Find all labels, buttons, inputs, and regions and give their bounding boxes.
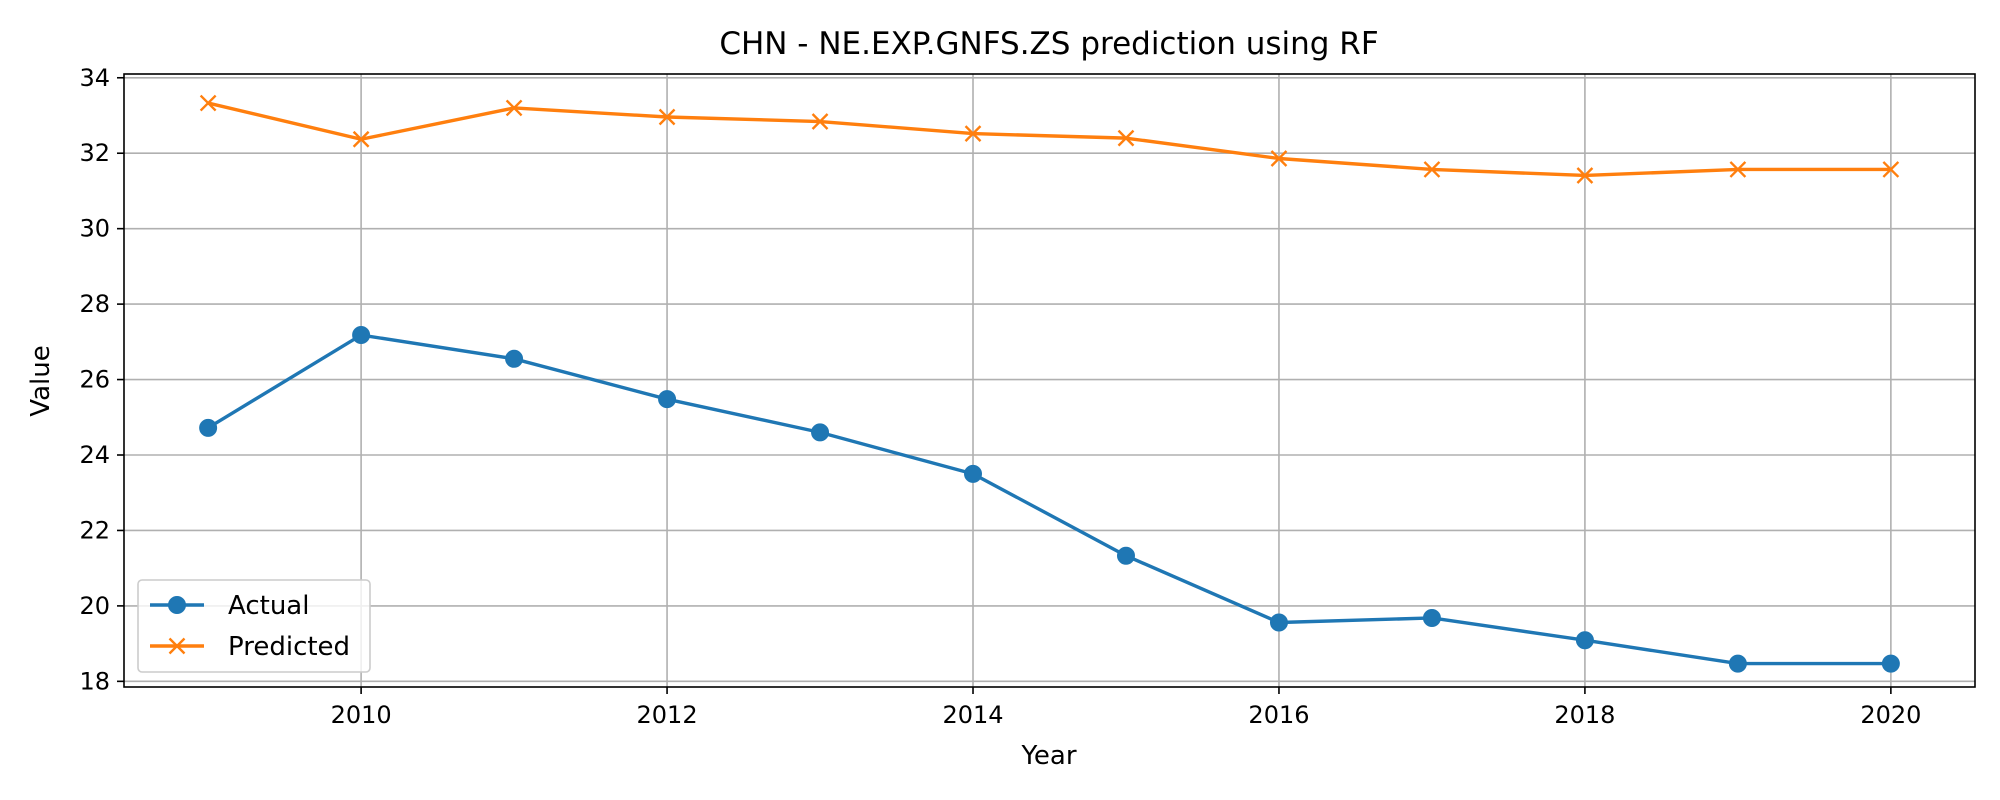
x-tick-label: 2016 [1248, 701, 1309, 729]
legend: Actual Predicted [137, 579, 371, 673]
legend-predicted-label: Predicted [228, 632, 350, 662]
series-predicted [199, 94, 1900, 184]
y-tick-label: 34 [79, 64, 110, 92]
x-tick-label: 2020 [1860, 701, 1921, 729]
actual-point [1269, 613, 1288, 632]
actual-point [1116, 546, 1135, 565]
predicted-point [505, 99, 523, 117]
actual-line [207, 333, 1891, 666]
grid [124, 74, 1975, 687]
x-tick-label: 2012 [637, 701, 698, 729]
x-tick-label: 2018 [1554, 701, 1615, 729]
predicted-point [1423, 161, 1441, 178]
actual-point [1575, 631, 1594, 650]
predicted-point [1576, 167, 1594, 184]
series-layer [199, 94, 1900, 673]
predicted-point [811, 113, 829, 130]
x-tick-label: 2014 [942, 701, 1003, 729]
actual-point [352, 326, 371, 345]
legend-predicted-marker [168, 637, 186, 655]
y-tick-label: 26 [79, 366, 110, 394]
predicted-line [207, 101, 1891, 178]
legend-actual-marker [168, 596, 186, 614]
legend-box [137, 579, 371, 673]
actual-point [1728, 654, 1747, 673]
predicted-point [352, 130, 370, 148]
predicted-point [964, 125, 982, 142]
series-actual [199, 326, 1900, 673]
tick-layer: 2010 2012 2014 2016 2018 2020 18 20 22 24 26 28 30 32… [79, 64, 1921, 729]
predicted-point [658, 108, 676, 126]
legend-actual-label: Actual [228, 591, 309, 621]
x-axis-label: Year [1020, 741, 1076, 771]
actual-point [1881, 654, 1900, 673]
actual-point [811, 423, 830, 442]
actual-point [658, 390, 677, 409]
predicted-point [199, 94, 217, 112]
predicted-point [1882, 161, 1900, 178]
y-tick-label: 30 [79, 215, 110, 243]
actual-point [964, 464, 983, 483]
y-tick-label: 18 [79, 667, 110, 695]
predicted-point [1729, 161, 1747, 178]
chart-title: CHN - NE.EXP.GNFS.ZS prediction using RF [719, 26, 1378, 62]
y-tick-label: 32 [79, 139, 110, 167]
plot-frame [123, 73, 1976, 688]
y-axis-label: Value [26, 345, 56, 416]
actual-point [505, 349, 524, 368]
y-tick-label: 22 [79, 516, 110, 544]
actual-point [1422, 608, 1441, 627]
y-tick-label: 20 [79, 592, 110, 620]
predicted-point [1270, 150, 1288, 167]
predicted-point [1117, 129, 1135, 147]
y-tick-label: 24 [79, 441, 110, 469]
x-tick-label: 2010 [331, 701, 392, 729]
actual-point [199, 418, 218, 437]
y-tick-label: 28 [79, 290, 110, 318]
